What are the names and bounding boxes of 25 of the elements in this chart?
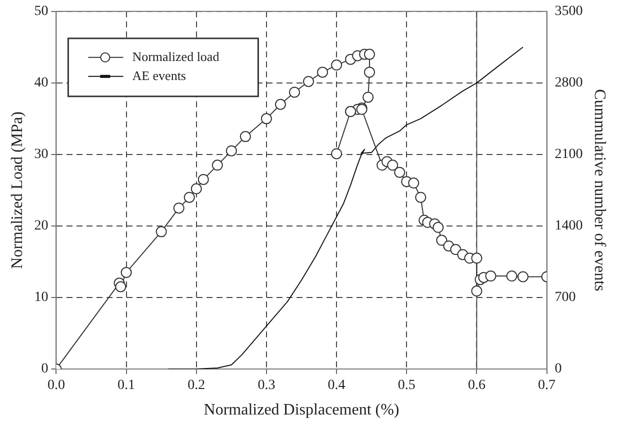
- y2-tick-label: 3500: [554, 4, 583, 20]
- x-tick-label: 0.4: [328, 378, 346, 394]
- y-axis-title: Normalized Load (MPa): [8, 112, 26, 269]
- x-tick-label: 0.3: [258, 378, 276, 394]
- y2-tick-label: 2100: [554, 147, 583, 162]
- y-tick-label: 50: [34, 4, 48, 20]
- x-tick-label: 0.5: [398, 378, 416, 394]
- x-tick-label: 0.2: [188, 378, 206, 394]
- y-tick-label: 30: [34, 147, 48, 162]
- legend-label: AE events: [132, 68, 186, 83]
- y-tick-label: 10: [34, 290, 48, 306]
- y2-tick-label: 700: [554, 290, 576, 306]
- x-tick-label: 0.6: [468, 378, 486, 394]
- y2-axis-title: Cummulative number of events: [591, 89, 608, 292]
- y2-tick-label: 1400: [554, 218, 583, 234]
- y2-tick-label: 2800: [554, 76, 583, 91]
- x-tick-label: 0.7: [538, 378, 556, 394]
- y-tick-label: 0: [41, 362, 48, 377]
- legend-label: Normalized load: [132, 48, 220, 64]
- y2-tick-label: 0: [554, 362, 562, 377]
- y-tick-label: 40: [34, 76, 48, 91]
- y-tick-label: 20: [34, 218, 48, 234]
- x-tick-label: 0.0: [47, 378, 65, 394]
- x-tick-label: 0.1: [118, 378, 136, 394]
- x-axis-title: Normalized Displacement (%): [204, 402, 400, 419]
